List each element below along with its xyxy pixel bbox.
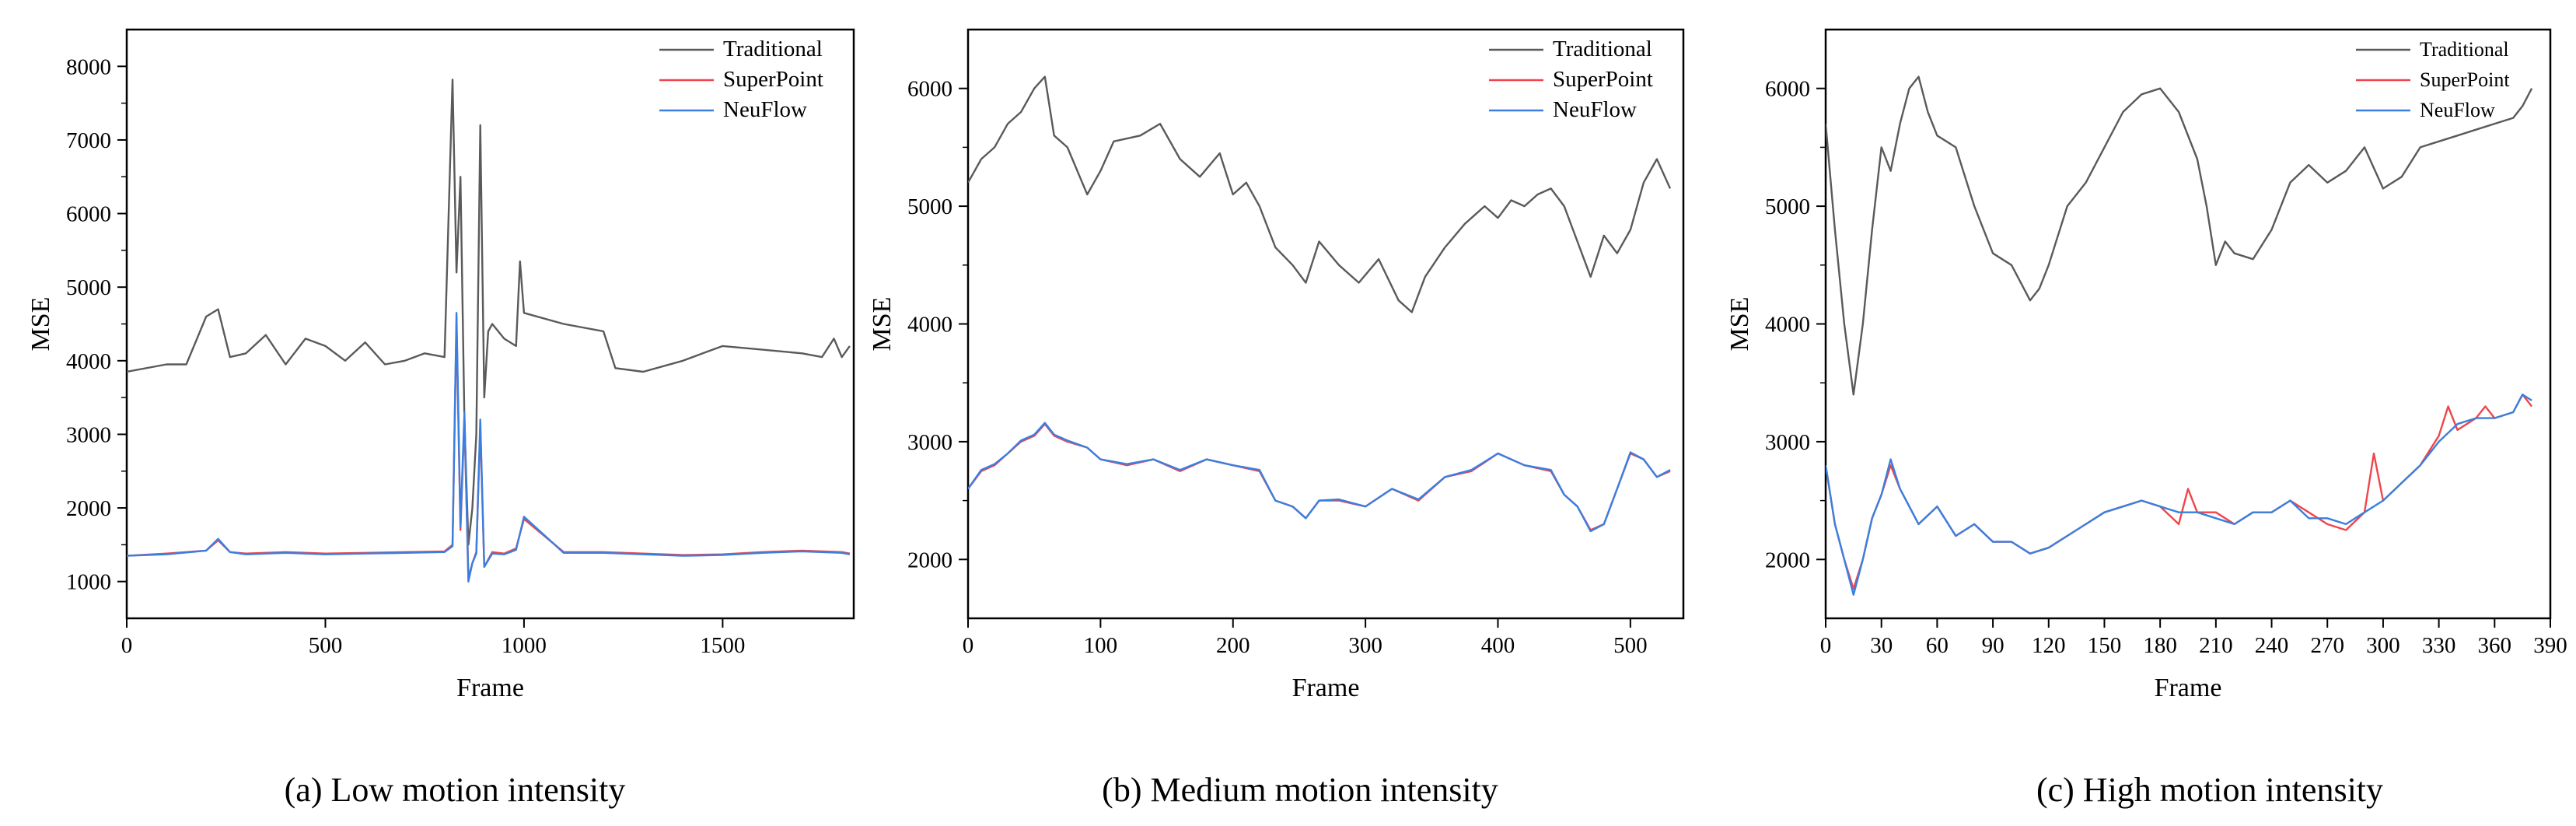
x-tick-label: 240 <box>2255 633 2289 658</box>
x-tick-label: 1500 <box>700 633 745 658</box>
x-tick-label: 0 <box>121 633 133 658</box>
y-axis-label: MSE <box>26 297 55 352</box>
legend-label-traditional: Traditional <box>723 37 823 61</box>
panels: 0 500 1000 15001000200030004000500060007000… <box>26 28 2567 809</box>
x-tick-label: 330 <box>2422 633 2456 658</box>
legend-label-neuflow: NeuFlow <box>2420 99 2495 121</box>
series-line-traditional <box>1826 75 2533 396</box>
x-tick-label: 60 <box>1926 633 1949 658</box>
x-tick-label: 0 <box>963 633 974 658</box>
x-tick-label: 300 <box>2366 633 2400 658</box>
chart-panel-2: 0 100 200 300 400 500 2000 3000 4000 5000 6000 Fram… <box>868 28 1685 809</box>
x-tick-label: 120 <box>2032 633 2066 658</box>
x-axis-label: Frame <box>1292 674 1360 702</box>
y-tick-label: 3000 <box>1765 430 1810 455</box>
legend: Traditional SuperPoint NeuFlow <box>1489 37 1653 122</box>
y-tick-label: 6000 <box>66 202 111 227</box>
x-tick-label: 30 <box>1870 633 1893 658</box>
x-tick-label: 90 <box>1982 633 2005 658</box>
legend: Traditional SuperPoint NeuFlow <box>659 37 823 122</box>
y-tick-label: 8000 <box>66 54 111 79</box>
legend-label-traditional: Traditional <box>1553 37 1652 61</box>
panel-caption: (a) Low motion intensity <box>285 771 626 809</box>
y-tick-label: 3000 <box>907 430 952 455</box>
x-tick-label: 390 <box>2533 633 2567 658</box>
panel-caption: (c) High motion intensity <box>2036 771 2383 809</box>
chart-panel-1: 0 500 1000 1500 1000 2000 3000 4000 5000 6000 7000… <box>26 28 855 809</box>
series-line-neuflow <box>968 422 1671 533</box>
x-tick-label: 0 <box>1820 633 1832 658</box>
series-line-traditional <box>127 79 851 546</box>
y-tick-label: 6000 <box>1765 77 1810 102</box>
chart-panel-3: 0 30 60 90 120 150 180 210 240 270 300 330 360 390 200… <box>1725 28 2567 809</box>
y-tick-label: 5000 <box>907 194 952 219</box>
legend-label-traditional: Traditional <box>2420 38 2509 61</box>
y-tick-label: 5000 <box>1765 194 1810 219</box>
x-tick-label: 1000 <box>502 633 547 658</box>
x-tick-label: 400 <box>1481 633 1515 658</box>
x-tick-label: 200 <box>1216 633 1250 658</box>
y-axis-label: MSE <box>1725 297 1754 352</box>
series-line-traditional <box>968 75 1672 313</box>
y-tick-label: 4000 <box>907 313 952 338</box>
y-tick-label: 2000 <box>907 548 952 572</box>
x-tick-label: 500 <box>309 633 343 658</box>
legend-label-superpoint: SuperPoint <box>1553 67 1653 92</box>
y-tick-label: 4000 <box>66 349 111 374</box>
series-line-neuflow <box>1826 394 2532 596</box>
y-tick-label: 5000 <box>66 275 111 300</box>
x-axis-label: Frame <box>2155 674 2222 702</box>
y-tick-label: 4000 <box>1765 313 1810 338</box>
x-tick-label: 210 <box>2199 633 2233 658</box>
legend-label-superpoint: SuperPoint <box>723 67 823 92</box>
y-axis-label: MSE <box>868 297 897 352</box>
y-tick-label: 2000 <box>1765 548 1810 572</box>
x-tick-label: 500 <box>1613 633 1648 658</box>
x-tick-label: 100 <box>1084 633 1118 658</box>
y-tick-label: 2000 <box>66 496 111 521</box>
y-tick-label: 1000 <box>66 570 111 595</box>
x-tick-label: 300 <box>1348 633 1382 658</box>
x-axis-label: Frame <box>456 674 524 702</box>
y-tick-label: 3000 <box>66 422 111 447</box>
panel-caption: (b) Medium motion intensity <box>1102 771 1498 809</box>
legend-label-neuflow: NeuFlow <box>1553 97 1637 122</box>
x-tick-label: 180 <box>2143 633 2177 658</box>
legend-label-superpoint: SuperPoint <box>2420 68 2510 91</box>
legend: Traditional SuperPoint NeuFlow <box>2356 38 2510 121</box>
series-line-neuflow <box>127 312 851 583</box>
x-tick-label: 360 <box>2478 633 2512 658</box>
y-tick-label: 6000 <box>907 77 952 102</box>
legend-label-neuflow: NeuFlow <box>723 97 807 122</box>
x-tick-label: 150 <box>2088 633 2122 658</box>
x-tick-label: 270 <box>2310 633 2344 658</box>
y-tick-label: 7000 <box>66 128 111 153</box>
